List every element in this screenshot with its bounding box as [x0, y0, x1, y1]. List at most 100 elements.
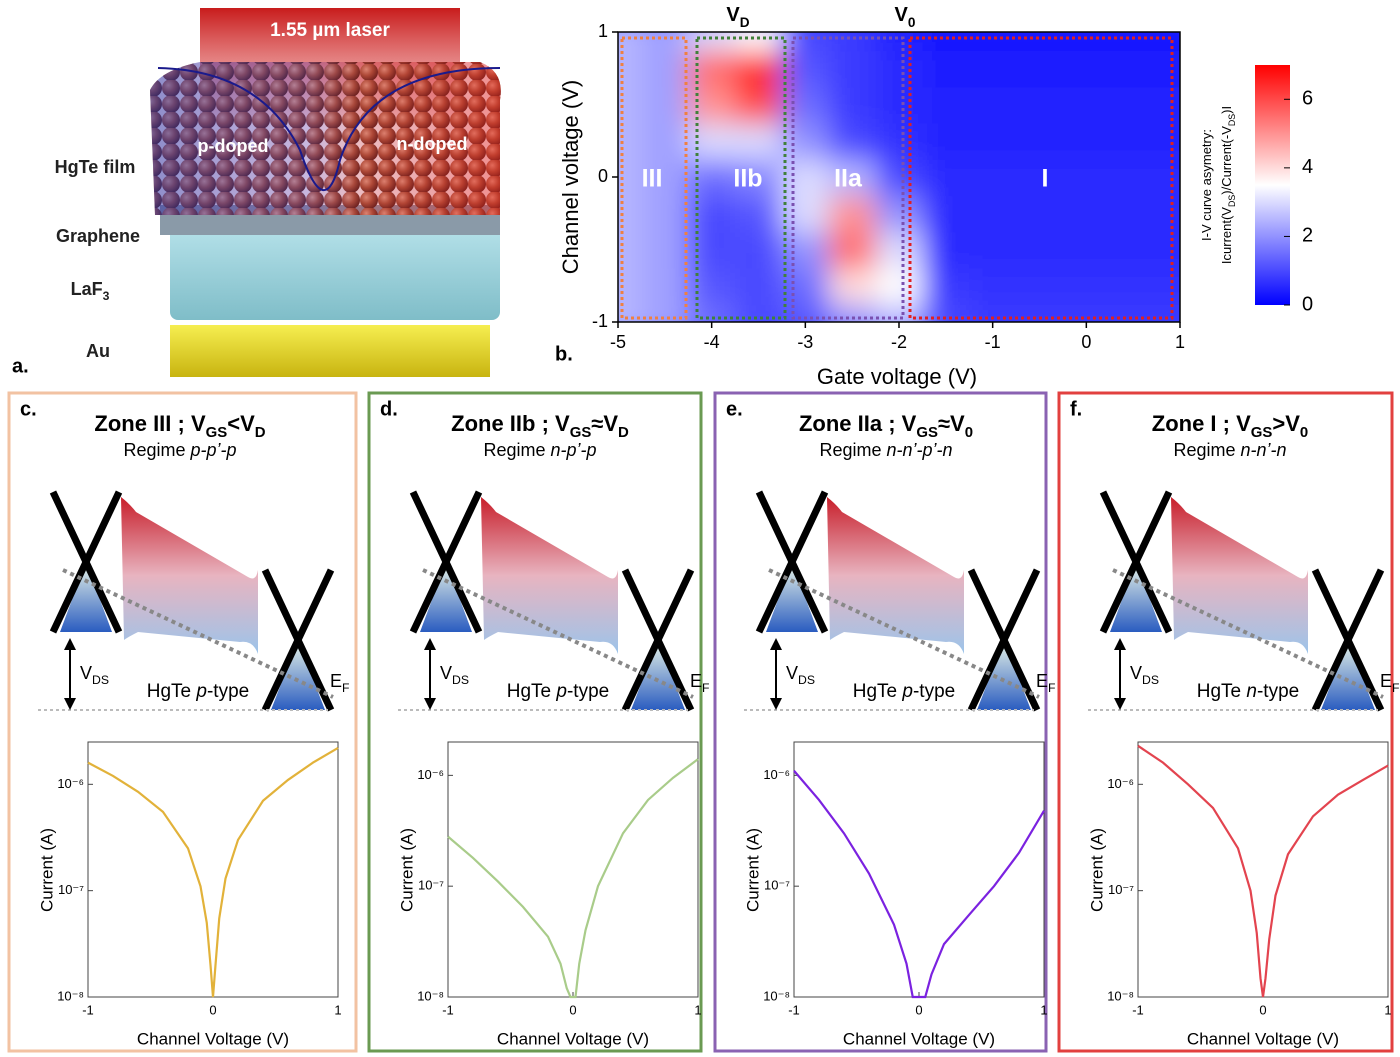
x-tick-label: 0 — [209, 1002, 216, 1017]
hgte-band — [1171, 497, 1308, 654]
x-tick-label: -3 — [797, 332, 813, 352]
heatmap-cell — [1062, 231, 1111, 269]
laser-label: 1.55 µm laser — [270, 20, 390, 41]
y-tick-label: 10⁻⁶ — [417, 767, 444, 782]
panel-title: Zone I ; VGS>V0 — [1152, 411, 1308, 442]
panel-letter: c. — [20, 398, 37, 420]
au-layer — [170, 325, 490, 377]
y-tick-label: 10⁻⁸ — [763, 988, 790, 1003]
top-label: V0 — [895, 4, 916, 30]
dirac-cone-fill — [977, 640, 1031, 710]
panel-letter: d. — [380, 398, 398, 420]
colorbar-tick-label: 4 — [1302, 156, 1313, 178]
heatmap-cell — [1156, 231, 1180, 269]
y-tick-label: 10⁻⁸ — [417, 988, 444, 1003]
heatmap-cell — [641, 86, 690, 124]
heatmap-cell — [922, 195, 971, 233]
hgte-label-part: -type — [913, 681, 955, 702]
regime-label-part: Regime — [483, 440, 550, 460]
panel-title: Zone IIa ; VGS≈V0 — [799, 411, 973, 442]
vds-label-part: DS — [92, 673, 109, 687]
heatmap-cell — [781, 195, 830, 233]
heatmap-cell — [1109, 158, 1158, 197]
heatmap-cell — [969, 122, 1018, 160]
vds-label: VDS — [786, 663, 815, 687]
x-tick-label: 1 — [694, 1002, 701, 1017]
vds-label-part: V — [1130, 663, 1142, 683]
colorbar-tick-label: 6 — [1302, 88, 1313, 110]
heatmap-cell — [781, 231, 830, 269]
heatmap-cell — [828, 195, 877, 233]
regime-label-part: Regime — [1173, 440, 1240, 460]
heatmap-cell — [641, 231, 690, 269]
y-axis-label: Current (A) — [397, 828, 416, 912]
x-tick-label: 0 — [1259, 1002, 1266, 1017]
zone-label: IIb — [733, 165, 762, 193]
iv-curve — [447, 758, 699, 999]
vds-label-part: DS — [1142, 673, 1159, 687]
heatmap-cell — [1109, 50, 1158, 88]
dirac-cone — [409, 490, 483, 634]
layer-label-part: 3 — [103, 289, 110, 303]
heatmap-cell — [735, 267, 783, 305]
fermi-level — [422, 568, 694, 699]
x-tick-label: -1 — [985, 332, 1001, 352]
layer-label: Au — [86, 341, 110, 361]
regime-label: Regime p-p’-p — [123, 440, 236, 460]
heatmap-cell — [688, 231, 737, 269]
x-tick-label: 1 — [334, 1002, 341, 1017]
panel-title-part: GS — [916, 424, 938, 441]
heatmap-cell — [875, 195, 924, 233]
hgte-label-part: n — [1246, 681, 1257, 702]
panel-title: Zone III ; VGS<VD — [94, 411, 265, 442]
x-tick-label: -1 — [788, 1002, 800, 1017]
heatmap-cell — [735, 195, 783, 233]
panel-letter: f. — [1070, 398, 1082, 420]
zone-box — [791, 36, 905, 320]
y-tick-label: 10⁻⁷ — [764, 878, 790, 893]
heatmap-cell — [875, 158, 924, 197]
heatmap-cell — [1062, 50, 1111, 88]
dirac-cone-fill — [766, 562, 818, 632]
x-tick-label: -5 — [610, 332, 626, 352]
x-tick-label: 1 — [1040, 1002, 1047, 1017]
x-axis-label: Channel Voltage (V) — [497, 1029, 649, 1048]
ef-label: EF — [1036, 671, 1056, 695]
top-label-part: 0 — [908, 15, 916, 30]
dirac-cone-fill — [271, 640, 325, 710]
panel-title: Zone IIb ; VGS≈VD — [451, 411, 629, 442]
vds-label-part: DS — [452, 673, 469, 687]
heatmap-cell — [1156, 158, 1180, 197]
heatmap-cell — [828, 32, 877, 52]
heatmap-cell — [1062, 158, 1111, 197]
heatmap-cell — [922, 86, 971, 124]
heatmap-cell — [1016, 158, 1064, 197]
ef-label-part: E — [690, 671, 702, 691]
colorbar-title-part: I-V curve asymetry: — [1199, 129, 1214, 241]
heatmap-cell — [1016, 122, 1064, 160]
layer-label: HgTe film — [55, 157, 136, 177]
heatmap-cell — [1156, 86, 1180, 124]
panel-title-part: ≈V — [938, 411, 965, 436]
panel-title-part: Zone IIb ; V — [451, 411, 570, 436]
heatmap-cell — [875, 122, 924, 160]
heatmap-cell — [735, 50, 783, 88]
heatmap-cell — [688, 195, 737, 233]
top-label-part: V — [895, 4, 909, 26]
heatmap-cell — [618, 303, 643, 322]
heatmap-cell — [1109, 303, 1158, 322]
heatmap-cell — [969, 50, 1018, 88]
band-diagram — [398, 490, 695, 712]
vds-label-part: DS — [798, 673, 815, 687]
iv-curve — [87, 746, 339, 998]
hgte-label-part: -type — [1257, 681, 1299, 702]
heatmap-cell — [688, 122, 737, 160]
heatmap-cell — [875, 86, 924, 124]
heatmap-cell — [875, 231, 924, 269]
vds-label-part: V — [786, 663, 798, 683]
layer-label-part: Au — [86, 341, 110, 361]
colorbar-title-part: DS — [1227, 114, 1237, 126]
heatmap-cell — [781, 122, 830, 160]
panel-title-part: >V — [1272, 411, 1300, 436]
